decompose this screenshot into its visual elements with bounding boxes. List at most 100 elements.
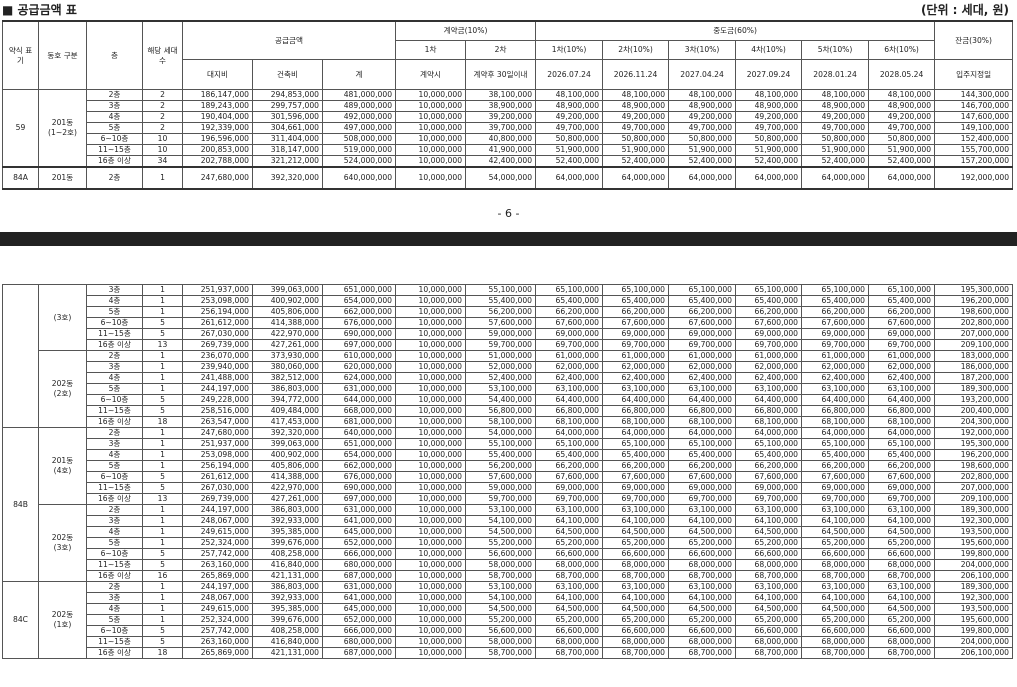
mid5-cell: 64,100,000 xyxy=(801,592,869,604)
contract1-cell: 10,000,000 xyxy=(395,144,467,156)
mid6-cell: 66,600,000 xyxy=(868,625,935,637)
mid2-cell: 49,200,000 xyxy=(602,111,670,123)
floor-cell: 16층 이상 xyxy=(86,339,143,351)
total-cell: 666,000,000 xyxy=(322,548,396,560)
mid2-cell: 64,000,000 xyxy=(602,166,670,190)
mid1-cell: 66,200,000 xyxy=(535,460,603,472)
mid1-cell: 65,200,000 xyxy=(535,537,603,549)
mid2-cell: 66,800,000 xyxy=(602,405,669,417)
table-row: 4층 1 253,098,000 400,902,000 654,000,000 10,0… xyxy=(3,449,1013,461)
balance-cell: 189,300,000 xyxy=(934,504,1013,516)
floor-cell: 2층 xyxy=(86,89,143,101)
dong-cell: 201동 (4호) xyxy=(38,427,87,505)
mid3-cell: 69,700,000 xyxy=(668,339,736,351)
balance-cell: 198,600,000 xyxy=(934,460,1013,472)
header-type: 약식 표기 xyxy=(2,20,39,90)
mid2-cell: 68,000,000 xyxy=(602,636,669,648)
mid5-cell: 49,200,000 xyxy=(801,111,870,123)
mid1-cell: 66,200,000 xyxy=(535,306,603,318)
building-cell: 395,385,000 xyxy=(252,526,323,538)
contract1-cell: 10,000,000 xyxy=(395,438,466,450)
table-row: 11~15층 5 267,030,000 422,970,000 690,000,000… xyxy=(3,328,1013,340)
building-cell: 301,596,000 xyxy=(252,111,323,123)
contract1-cell: 10,000,000 xyxy=(395,427,466,439)
contract2-cell: 42,400,000 xyxy=(465,155,537,168)
units-cell: 5 xyxy=(142,328,183,340)
mid6-cell: 64,100,000 xyxy=(868,515,935,527)
contract2-cell: 54,500,000 xyxy=(465,603,536,615)
mid5-cell: 66,600,000 xyxy=(801,625,869,637)
units-cell: 5 xyxy=(142,405,183,417)
units-cell: 5 xyxy=(142,559,183,571)
units-cell: 5 xyxy=(142,317,183,329)
land-cell: 248,067,000 xyxy=(182,515,253,527)
building-cell: 399,676,000 xyxy=(252,537,323,549)
mid1-cell: 48,900,000 xyxy=(535,100,604,112)
total-cell: 690,000,000 xyxy=(322,328,396,340)
mid2-cell: 50,800,000 xyxy=(602,133,670,145)
total-cell: 640,000,000 xyxy=(321,166,397,190)
mid1-cell: 65,100,000 xyxy=(535,284,603,296)
mid3-cell: 68,700,000 xyxy=(668,570,736,582)
mid3-cell: 64,400,000 xyxy=(668,394,736,406)
floor-cell: 4층 xyxy=(86,295,143,307)
contract1-cell: 10,000,000 xyxy=(395,100,467,112)
header-mid-date-3: 2027.04.24 xyxy=(668,59,737,90)
balance-cell: 195,300,000 xyxy=(934,284,1013,296)
mid6-cell: 69,700,000 xyxy=(868,493,935,505)
mid4-cell: 66,800,000 xyxy=(735,405,802,417)
building-cell: 421,131,000 xyxy=(252,570,323,582)
units-cell: 1 xyxy=(142,515,183,527)
mid6-cell: 69,700,000 xyxy=(868,339,935,351)
header-mid-5: 5차(10%) xyxy=(801,40,870,60)
total-cell: 697,000,000 xyxy=(322,339,396,351)
table-row: 5층 1 256,194,000 405,806,000 662,000,000 10,0… xyxy=(3,306,1013,318)
type-cell: 84C xyxy=(2,581,39,659)
header-mid-2: 2차(10%) xyxy=(602,40,670,60)
table-row: 6~10층 5 261,612,000 414,388,000 676,000,000 1… xyxy=(3,471,1013,483)
mid5-cell: 65,400,000 xyxy=(801,295,869,307)
mid5-cell: 67,600,000 xyxy=(801,471,869,483)
mid3-cell: 65,100,000 xyxy=(668,284,736,296)
mid5-cell: 64,500,000 xyxy=(801,603,869,615)
table-row: 16층 이상 13 269,739,000 427,261,000 697,000,00… xyxy=(3,493,1013,505)
contract2-cell: 58,700,000 xyxy=(465,570,536,582)
mid4-cell: 68,700,000 xyxy=(735,647,802,659)
units-cell: 10 xyxy=(142,144,183,156)
mid6-cell: 65,100,000 xyxy=(868,438,935,450)
mid1-cell: 63,100,000 xyxy=(535,581,603,593)
contract1-cell: 10,000,000 xyxy=(395,647,466,659)
mid6-cell: 65,200,000 xyxy=(868,614,935,626)
total-cell: 497,000,000 xyxy=(321,122,397,134)
mid2-cell: 67,600,000 xyxy=(602,471,669,483)
balance-cell: 144,300,000 xyxy=(934,89,1014,101)
mid1-cell: 66,800,000 xyxy=(535,405,603,417)
contract2-cell: 39,200,000 xyxy=(465,111,537,123)
header-mid-3: 3차(10%) xyxy=(668,40,737,60)
mid1-cell: 49,200,000 xyxy=(535,111,604,123)
unit-note: (단위 : 세대, 원) xyxy=(920,3,1009,17)
contract1-cell: 10,000,000 xyxy=(395,581,466,593)
mid1-cell: 68,700,000 xyxy=(535,570,603,582)
mid5-cell: 65,200,000 xyxy=(801,614,869,626)
contract1-cell: 10,000,000 xyxy=(395,306,466,318)
mid1-cell: 52,400,000 xyxy=(535,155,604,168)
balance-cell: 206,100,000 xyxy=(934,570,1013,582)
mid4-cell: 62,400,000 xyxy=(735,372,802,384)
land-cell: 202,788,000 xyxy=(182,155,253,168)
dong-cell: (3호) xyxy=(38,284,87,351)
balance-cell: 192,300,000 xyxy=(934,515,1013,527)
units-cell: 2 xyxy=(142,122,183,134)
table-row: 5층 1 252,324,000 399,676,000 652,000,000 10,0… xyxy=(3,537,1013,549)
balance-cell: 189,300,000 xyxy=(934,581,1013,593)
mid1-cell: 64,500,000 xyxy=(535,526,603,538)
total-cell: 641,000,000 xyxy=(322,592,396,604)
mid6-cell: 68,000,000 xyxy=(868,636,935,648)
mid4-cell: 49,700,000 xyxy=(735,122,803,134)
building-cell: 304,661,000 xyxy=(252,122,323,134)
floor-cell: 2층 xyxy=(86,166,143,190)
contract1-cell: 10,000,000 xyxy=(395,592,466,604)
mid3-cell: 64,500,000 xyxy=(668,603,736,615)
building-cell: 416,840,000 xyxy=(252,559,323,571)
mid1-cell: 68,700,000 xyxy=(535,647,603,659)
